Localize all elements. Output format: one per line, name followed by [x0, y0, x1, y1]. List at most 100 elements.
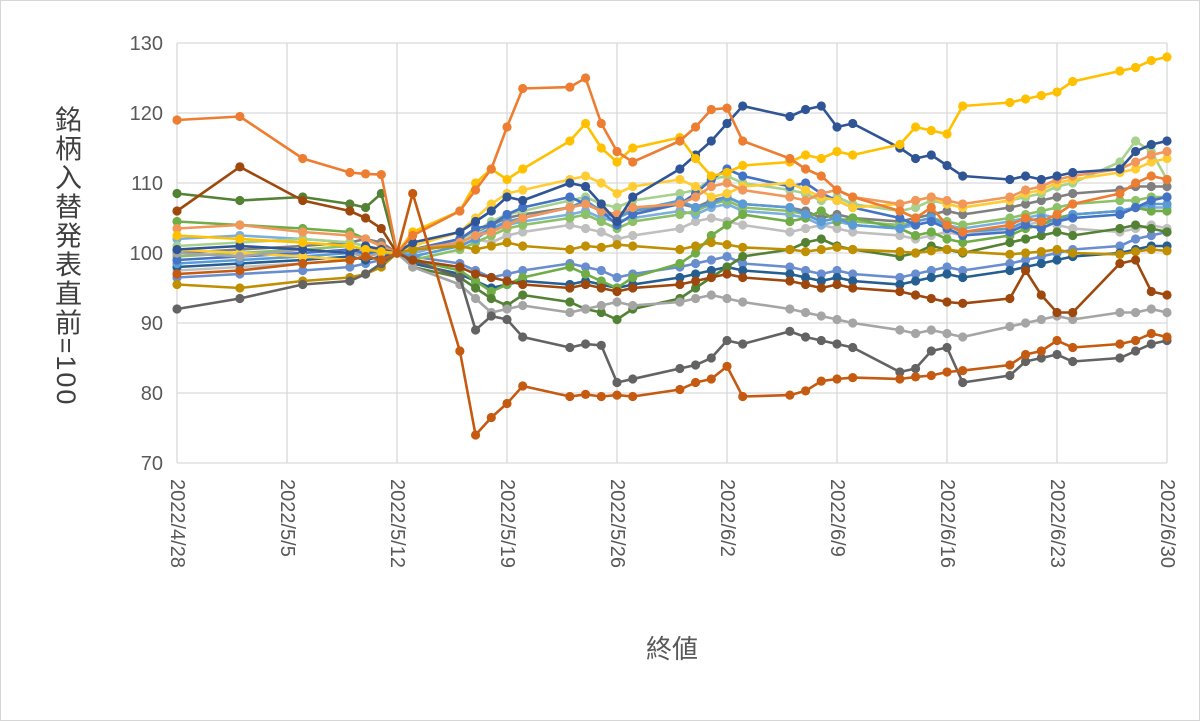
series-marker-gold: [958, 247, 968, 257]
series-marker-gray-dark: [486, 311, 496, 321]
series-marker-gray: [848, 318, 858, 328]
series-marker-orange: [800, 164, 811, 174]
series-marker-orange: [360, 169, 371, 179]
series-marker-orange-dark: [706, 374, 716, 384]
series-marker-orange-dark: [345, 255, 355, 265]
series-marker-orange-light: [596, 206, 606, 216]
series-marker-orange: [1146, 171, 1156, 181]
series-marker-yellow: [502, 174, 512, 185]
series-marker-green-dark: [596, 307, 606, 318]
series-marker-gray: [816, 311, 826, 321]
series-marker-silver: [580, 223, 591, 234]
series-marker-blue: [1068, 213, 1078, 223]
series-marker-brown: [958, 298, 968, 308]
series-marker-orange-light: [470, 230, 481, 241]
series-marker-gray: [1115, 307, 1125, 318]
series-marker-brown: [360, 213, 371, 223]
series-marker-yellow: [800, 150, 811, 160]
series-marker-green-medium: [628, 216, 638, 227]
series-marker-yellow: [690, 153, 701, 164]
series-marker-blue: [1146, 195, 1156, 206]
series-marker-gold: [848, 244, 858, 255]
series-marker-gray-dark: [722, 335, 732, 346]
series-marker-gray-dark: [895, 367, 905, 377]
series-marker-gray: [1005, 321, 1015, 332]
series-marker-orange-dark: [1005, 360, 1015, 370]
series-marker-gold: [612, 240, 622, 250]
series-marker-blue: [1036, 223, 1046, 234]
series-marker-orange: [1052, 209, 1062, 220]
series-marker-orange-dark: [235, 265, 245, 276]
series-marker-green-light: [675, 188, 685, 199]
series-marker-blue-medium: [518, 265, 528, 276]
series-marker-green-dark: [1130, 220, 1141, 230]
series-marker-green: [628, 272, 638, 283]
series-marker-gray-dark: [565, 342, 575, 353]
series-marker-yellow: [926, 125, 936, 136]
series-marker-gray-dark: [235, 293, 245, 304]
series-marker-orange-dark: [455, 346, 465, 356]
series-marker-gray-dark: [580, 339, 591, 349]
series-marker-yellow: [832, 146, 842, 157]
series-marker-orange-dark: [1130, 335, 1141, 346]
series-marker-yellow: [706, 171, 716, 181]
series-marker-green: [942, 234, 952, 244]
series-marker-navy: [1068, 167, 1078, 178]
series-marker-yellow-light: [706, 192, 716, 202]
series-marker-gray: [235, 251, 245, 262]
series-marker-gray: [565, 307, 575, 318]
series-marker-gray: [1020, 318, 1031, 328]
series-marker-yellow-light: [848, 202, 858, 213]
series-marker-brown: [1068, 307, 1078, 318]
series-marker-orange: [832, 185, 842, 195]
series-marker-orange-dark: [958, 366, 968, 376]
series-marker-gray: [800, 307, 811, 318]
series-marker-orange: [848, 192, 858, 202]
series-marker-blue-medium: [785, 262, 795, 272]
series-marker-silver: [848, 227, 858, 237]
series-marker-green-medium: [675, 209, 685, 220]
series-marker-orange: [926, 202, 936, 213]
series-marker-navy: [455, 227, 465, 237]
series-marker-orange-dark: [832, 374, 842, 384]
series-marker-gray-dark: [942, 342, 952, 353]
series-marker-green: [518, 272, 528, 283]
series-marker-yellow: [580, 118, 591, 129]
series-marker-green-dark: [1005, 237, 1015, 248]
series-marker-brown: [942, 297, 952, 307]
series-marker-navy: [926, 150, 936, 160]
series-marker-brown: [612, 286, 622, 297]
series-marker-blue: [628, 209, 638, 220]
series-marker-green-dark: [172, 188, 182, 199]
series-marker-blue: [172, 255, 182, 265]
series-marker-orange: [596, 118, 606, 129]
series-marker-gray: [628, 300, 638, 311]
series-marker-blue-light: [895, 223, 905, 234]
series-marker-orange-light: [1020, 185, 1031, 195]
series-marker-orange-light: [738, 185, 748, 195]
series-marker-navy: [832, 122, 842, 132]
series-marker-navy: [1020, 171, 1031, 181]
series-marker-yellow: [345, 241, 355, 251]
series-marker-blue-medium: [502, 269, 512, 279]
series-marker-yellow: [848, 150, 858, 160]
series-marker-blue-dark-steel: [1052, 255, 1062, 265]
series-marker-yellow: [958, 101, 968, 111]
series-marker-navy: [800, 104, 811, 115]
series-marker-orange-light: [910, 195, 921, 206]
series-marker-orange-dark: [502, 398, 512, 409]
series-marker-brown: [486, 272, 496, 283]
series-marker-green-light: [1115, 157, 1125, 167]
series-marker-gray-dark: [1020, 356, 1031, 367]
series-marker-green: [706, 230, 716, 241]
series-marker-orange-light: [628, 202, 638, 213]
series-marker-gray-dark: [596, 340, 606, 350]
series-marker-orange: [706, 104, 716, 115]
series-marker-yellow: [1115, 66, 1125, 76]
series-marker-orange: [1036, 216, 1046, 227]
series-marker-gray-dark: [675, 363, 685, 374]
series-marker-orange-dark: [675, 384, 685, 395]
series-marker-orange: [1068, 199, 1078, 209]
series-marker-orange-light: [1005, 192, 1015, 202]
series-marker-gold: [895, 247, 905, 257]
